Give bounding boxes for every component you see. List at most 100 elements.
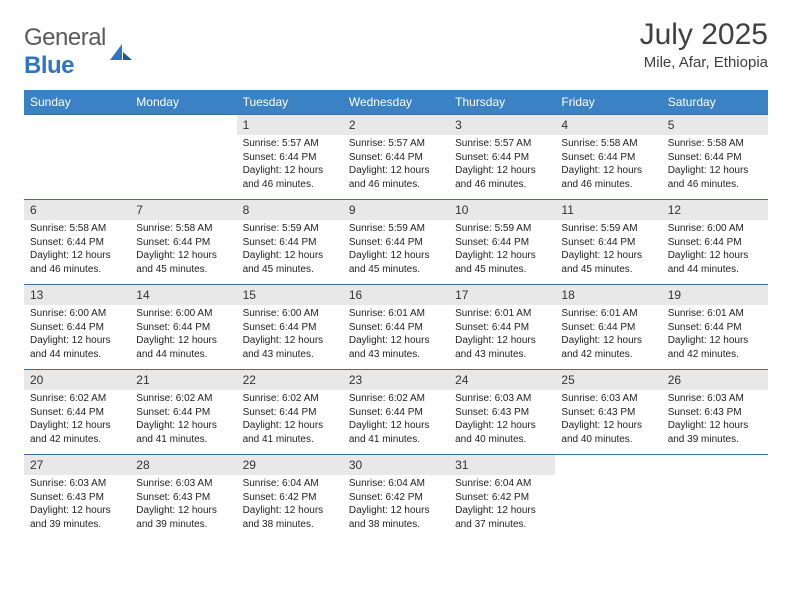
day-detail: Sunrise: 6:00 AMSunset: 6:44 PMDaylight:… bbox=[662, 220, 768, 285]
day-number: 19 bbox=[662, 285, 768, 306]
sunrise-line: Sunrise: 6:00 AM bbox=[136, 307, 230, 321]
day-header-fri: Friday bbox=[555, 90, 661, 115]
daylight-line: Daylight: 12 hours and 45 minutes. bbox=[136, 249, 230, 276]
daylight-line: Daylight: 12 hours and 41 minutes. bbox=[349, 419, 443, 446]
day-number-label: 13 bbox=[24, 285, 130, 305]
day-number: 21 bbox=[130, 370, 236, 391]
day-number: 11 bbox=[555, 200, 661, 221]
daylight-line: Daylight: 12 hours and 46 minutes. bbox=[561, 164, 655, 191]
day-detail: Sunrise: 5:58 AMSunset: 6:44 PMDaylight:… bbox=[130, 220, 236, 285]
sunrise-line: Sunrise: 5:59 AM bbox=[455, 222, 549, 236]
day-detail: Sunrise: 5:58 AMSunset: 6:44 PMDaylight:… bbox=[662, 135, 768, 200]
empty-cell bbox=[24, 135, 130, 200]
day-header-mon: Monday bbox=[130, 90, 236, 115]
sunrise-line: Sunrise: 5:57 AM bbox=[349, 137, 443, 151]
sunset-line: Sunset: 6:43 PM bbox=[30, 491, 124, 505]
daylight-line: Daylight: 12 hours and 46 minutes. bbox=[30, 249, 124, 276]
sunrise-line: Sunrise: 6:04 AM bbox=[349, 477, 443, 491]
day-number: 24 bbox=[449, 370, 555, 391]
daylight-line: Daylight: 12 hours and 44 minutes. bbox=[136, 334, 230, 361]
sunset-line: Sunset: 6:43 PM bbox=[668, 406, 762, 420]
day-header-tue: Tuesday bbox=[237, 90, 343, 115]
daylight-line: Daylight: 12 hours and 41 minutes. bbox=[136, 419, 230, 446]
sunset-line: Sunset: 6:44 PM bbox=[30, 406, 124, 420]
day-detail: Sunrise: 6:01 AMSunset: 6:44 PMDaylight:… bbox=[449, 305, 555, 370]
sunset-line: Sunset: 6:44 PM bbox=[455, 151, 549, 165]
day-number: 31 bbox=[449, 455, 555, 476]
day-number-label: 6 bbox=[24, 200, 130, 220]
detail-row: Sunrise: 6:00 AMSunset: 6:44 PMDaylight:… bbox=[24, 305, 768, 370]
calendar-table: Sunday Monday Tuesday Wednesday Thursday… bbox=[24, 90, 768, 539]
day-detail: Sunrise: 6:03 AMSunset: 6:43 PMDaylight:… bbox=[555, 390, 661, 455]
day-detail: Sunrise: 6:02 AMSunset: 6:44 PMDaylight:… bbox=[24, 390, 130, 455]
daylight-line: Daylight: 12 hours and 43 minutes. bbox=[243, 334, 337, 361]
sunrise-line: Sunrise: 6:01 AM bbox=[455, 307, 549, 321]
sunset-line: Sunset: 6:44 PM bbox=[455, 236, 549, 250]
day-number: 18 bbox=[555, 285, 661, 306]
detail-row: Sunrise: 6:02 AMSunset: 6:44 PMDaylight:… bbox=[24, 390, 768, 455]
day-number: 14 bbox=[130, 285, 236, 306]
daylight-line: Daylight: 12 hours and 45 minutes. bbox=[243, 249, 337, 276]
day-detail: Sunrise: 6:04 AMSunset: 6:42 PMDaylight:… bbox=[237, 475, 343, 539]
day-detail: Sunrise: 6:04 AMSunset: 6:42 PMDaylight:… bbox=[449, 475, 555, 539]
daylight-line: Daylight: 12 hours and 46 minutes. bbox=[455, 164, 549, 191]
day-number: 28 bbox=[130, 455, 236, 476]
day-number: 12 bbox=[662, 200, 768, 221]
daylight-line: Daylight: 12 hours and 44 minutes. bbox=[668, 249, 762, 276]
day-number-label: 29 bbox=[237, 455, 343, 475]
day-number-label: 8 bbox=[237, 200, 343, 220]
daynum-row: 20212223242526 bbox=[24, 370, 768, 391]
sunrise-line: Sunrise: 5:58 AM bbox=[30, 222, 124, 236]
daylight-line: Daylight: 12 hours and 45 minutes. bbox=[561, 249, 655, 276]
daynum-row: 2728293031 bbox=[24, 455, 768, 476]
daynum-row: 12345 bbox=[24, 115, 768, 136]
sunset-line: Sunset: 6:44 PM bbox=[668, 236, 762, 250]
day-number: 20 bbox=[24, 370, 130, 391]
day-number-label: 28 bbox=[130, 455, 236, 475]
day-number: 25 bbox=[555, 370, 661, 391]
day-detail: Sunrise: 6:00 AMSunset: 6:44 PMDaylight:… bbox=[130, 305, 236, 370]
day-number-label: 15 bbox=[237, 285, 343, 305]
sunrise-line: Sunrise: 5:57 AM bbox=[243, 137, 337, 151]
day-detail: Sunrise: 5:59 AMSunset: 6:44 PMDaylight:… bbox=[555, 220, 661, 285]
sunset-line: Sunset: 6:44 PM bbox=[243, 406, 337, 420]
sunset-line: Sunset: 6:44 PM bbox=[561, 236, 655, 250]
day-number-label: 9 bbox=[343, 200, 449, 220]
daylight-line: Daylight: 12 hours and 45 minutes. bbox=[455, 249, 549, 276]
day-detail: Sunrise: 5:57 AMSunset: 6:44 PMDaylight:… bbox=[237, 135, 343, 200]
logo-text: General Blue bbox=[24, 24, 106, 80]
daylight-line: Daylight: 12 hours and 39 minutes. bbox=[30, 504, 124, 531]
calendar-body: 12345Sunrise: 5:57 AMSunset: 6:44 PMDayl… bbox=[24, 115, 768, 540]
empty-cell bbox=[555, 455, 661, 476]
sunset-line: Sunset: 6:44 PM bbox=[349, 236, 443, 250]
day-number-label: 26 bbox=[662, 370, 768, 390]
day-number-label: 18 bbox=[555, 285, 661, 305]
sunset-line: Sunset: 6:44 PM bbox=[349, 151, 443, 165]
empty-cell bbox=[555, 475, 661, 539]
day-number: 6 bbox=[24, 200, 130, 221]
day-number: 4 bbox=[555, 115, 661, 136]
sunrise-line: Sunrise: 5:58 AM bbox=[136, 222, 230, 236]
sunrise-line: Sunrise: 5:57 AM bbox=[455, 137, 549, 151]
sunrise-line: Sunrise: 6:01 AM bbox=[561, 307, 655, 321]
day-detail: Sunrise: 6:02 AMSunset: 6:44 PMDaylight:… bbox=[130, 390, 236, 455]
day-number: 23 bbox=[343, 370, 449, 391]
day-number-label: 19 bbox=[662, 285, 768, 305]
day-detail: Sunrise: 5:58 AMSunset: 6:44 PMDaylight:… bbox=[555, 135, 661, 200]
day-number-label: 22 bbox=[237, 370, 343, 390]
day-number: 15 bbox=[237, 285, 343, 306]
sunrise-line: Sunrise: 6:02 AM bbox=[30, 392, 124, 406]
day-number-label: 2 bbox=[343, 115, 449, 135]
day-detail: Sunrise: 5:57 AMSunset: 6:44 PMDaylight:… bbox=[343, 135, 449, 200]
day-detail: Sunrise: 6:01 AMSunset: 6:44 PMDaylight:… bbox=[343, 305, 449, 370]
day-number-label: 3 bbox=[449, 115, 555, 135]
detail-row: Sunrise: 6:03 AM Sunset: 6:43 PMDaylight:… bbox=[24, 475, 768, 539]
sunrise-line: Sunrise: 5:59 AM bbox=[561, 222, 655, 236]
day-number-label: 21 bbox=[130, 370, 236, 390]
sunset-line: Sunset: 6:44 PM bbox=[136, 236, 230, 250]
sunrise-line: Sunrise: 6:03 AM bbox=[136, 477, 230, 491]
sunset-line: Sunset: 6:44 PM bbox=[136, 406, 230, 420]
daylight-line: Daylight: 12 hours and 46 minutes. bbox=[243, 164, 337, 191]
sunrise-line: Sunrise: 5:59 AM bbox=[349, 222, 443, 236]
day-number: 7 bbox=[130, 200, 236, 221]
